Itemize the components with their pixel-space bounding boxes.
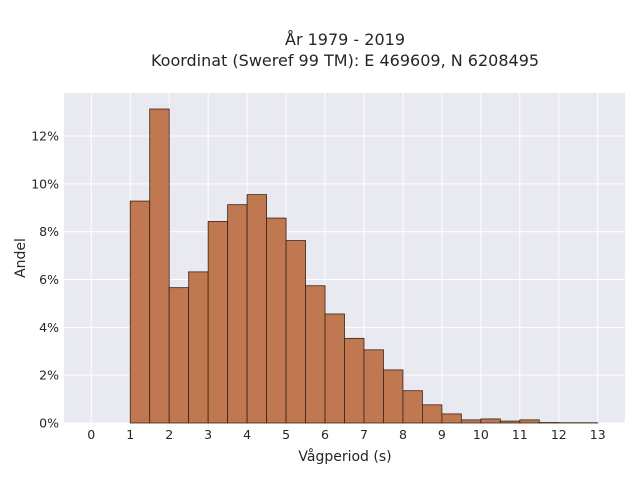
histogram-bar <box>305 285 326 424</box>
y-tick-label: 4% <box>39 320 59 335</box>
x-axis-ticks: 0 1 2 3 4 5 6 7 8 9 10 11 12 13 <box>87 427 605 442</box>
histogram-bar <box>227 204 248 424</box>
histogram-bar <box>324 313 345 424</box>
histogram-bar <box>285 240 306 424</box>
histogram-bar <box>188 271 209 424</box>
x-tick-label: 5 <box>282 427 290 442</box>
x-tick-label: 3 <box>204 427 212 442</box>
x-tick-label: 1 <box>126 427 134 442</box>
x-tick-label: 2 <box>165 427 173 442</box>
x-tick-label: 11 <box>512 427 528 442</box>
histogram-bar <box>266 217 287 424</box>
x-axis-label: Vågperiod (s) <box>298 448 391 465</box>
x-tick-label: 13 <box>590 427 606 442</box>
x-tick-label: 12 <box>551 427 567 442</box>
x-tick-label: 7 <box>360 427 368 442</box>
chart-title-line1: År 1979 - 2019 <box>285 30 405 49</box>
x-tick-label: 10 <box>473 427 489 442</box>
y-axis-ticks: 0% 2% 4% 6% 8% 10% 12% <box>31 129 59 431</box>
histogram-bar <box>460 419 482 424</box>
histogram-bar <box>499 420 521 424</box>
histogram-bar <box>168 287 190 424</box>
x-tick-label: 6 <box>321 427 329 442</box>
histogram-bar <box>383 369 404 424</box>
y-tick-label: 10% <box>31 176 59 191</box>
histogram-bar <box>129 200 151 424</box>
histogram-bar <box>422 404 443 424</box>
histogram-bar <box>441 413 462 424</box>
chart-title-line2: Koordinat (Sweref 99 TM): E 469609, N 62… <box>151 51 539 70</box>
x-tick-label: 9 <box>438 427 446 442</box>
y-tick-label: 2% <box>39 368 59 383</box>
histogram-bar <box>480 418 501 424</box>
histogram-bar <box>402 390 423 424</box>
y-tick-label: 8% <box>39 224 59 239</box>
x-tick-label: 4 <box>243 427 251 442</box>
histogram-bar <box>246 194 267 424</box>
histogram-bar <box>519 419 540 424</box>
x-tick-label: 8 <box>399 427 407 442</box>
y-tick-label: 6% <box>39 272 59 287</box>
histogram-bar <box>363 349 384 424</box>
x-tick-label: 0 <box>87 427 95 442</box>
histogram-bar <box>207 221 229 424</box>
y-tick-label: 0% <box>39 416 59 431</box>
histogram-bar <box>149 108 170 424</box>
y-axis-label: Andel <box>13 238 29 278</box>
histogram-bars <box>129 108 599 424</box>
y-tick-label: 12% <box>31 129 59 144</box>
histogram-bar <box>344 337 365 424</box>
